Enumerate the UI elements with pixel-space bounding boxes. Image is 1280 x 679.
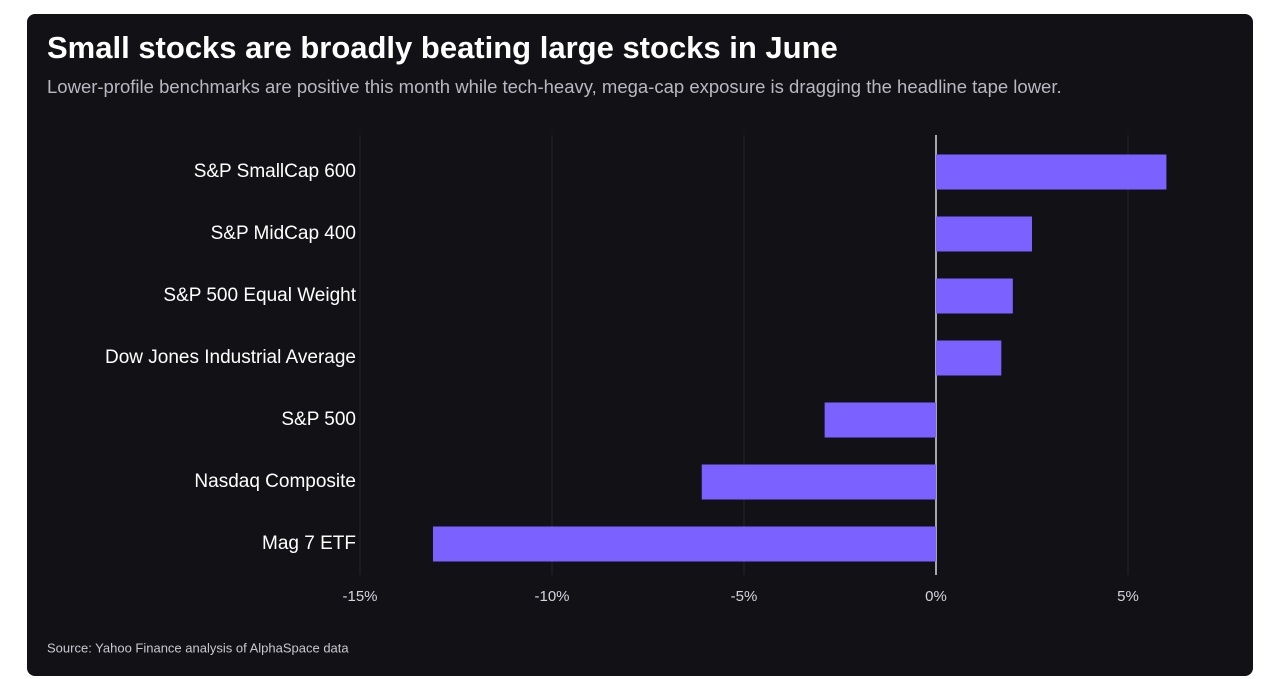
bar [936,154,1167,190]
card [27,14,1253,676]
x-tick-label: -10% [534,588,569,605]
y-tick-label: Dow Jones Industrial Average [105,347,356,368]
x-tick-label: -5% [731,588,758,605]
chart-title: Small stocks are broadly beating large s… [47,30,838,65]
bar [936,340,1002,376]
y-tick-label: S&P 500 [281,409,356,430]
y-tick-label: S&P MidCap 400 [211,223,356,244]
x-tick-label: -15% [342,588,377,605]
bar [824,402,936,438]
y-tick-label: Nasdaq Composite [194,471,356,492]
bar [936,278,1013,314]
x-tick-label: 0% [925,588,947,605]
y-tick-label: Mag 7 ETF [262,533,356,554]
y-tick-label: S&P 500 Equal Weight [163,285,356,306]
chart-subtitle: Lower-profile benchmarks are positive th… [47,76,1062,97]
bar [936,216,1032,252]
source-note: Source: Yahoo Finance analysis of AlphaS… [47,640,349,655]
bar [701,464,936,500]
y-tick-label: S&P SmallCap 600 [194,161,356,182]
x-tick-label: 5% [1117,588,1139,605]
bar [432,526,936,562]
